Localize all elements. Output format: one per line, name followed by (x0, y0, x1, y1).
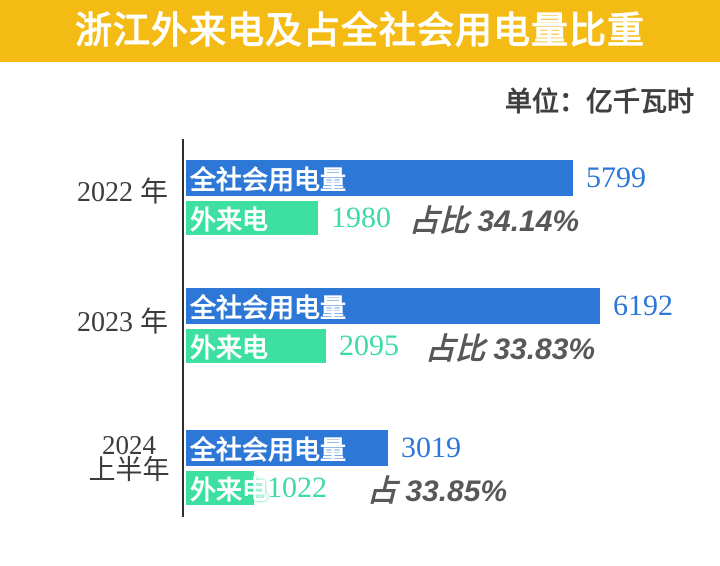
total-bar-label: 全社会用电量 (190, 293, 347, 323)
total-value: 5799 (586, 161, 646, 194)
total-bar: 全社会用电量 (186, 288, 600, 324)
external-bar-label: 外来电 (190, 205, 269, 235)
unit-label: 单位：亿千瓦时 (505, 87, 694, 117)
total-bar: 全社会用电量 (186, 430, 388, 466)
year-label-2023: 2023 年 (76, 307, 168, 338)
ratio-label: 占比 33.83% (425, 333, 596, 366)
external-value: 1980 (331, 201, 391, 234)
page-title: 浙江外来电及占全社会用电量比重 (75, 10, 645, 51)
year-label-2024h1: 2024 上半年 (74, 430, 184, 485)
external-value: 2095 (339, 329, 399, 362)
title-banner: 浙江外来电及占全社会用电量比重 (0, 0, 720, 62)
total-bar: 全社会用电量 (186, 160, 573, 196)
chart-group-2022: 全社会用电量 5799 外来电 1980 占比 34.14% (186, 160, 646, 240)
total-value: 3019 (401, 431, 461, 464)
external-value: 1022 (267, 471, 327, 504)
external-bar-label: 外来电 (190, 333, 269, 363)
total-value: 6192 (613, 289, 673, 322)
external-bar-label: 外来电 (190, 475, 269, 505)
chart-group-2023: 全社会用电量 6192 外来电 2095 占比 33.83% (186, 288, 673, 368)
year-label-line2: 上半年 (88, 455, 170, 485)
chart-group-2024h1: 全社会用电量 3019 外来电 1022 占 33.85% (186, 430, 507, 510)
total-bar-label: 全社会用电量 (190, 435, 347, 465)
ratio-label: 占比 34.14% (409, 205, 580, 238)
year-label-line1: 2024 (102, 430, 156, 460)
external-bar: 外来电 (186, 201, 318, 235)
external-bar: 外来电 (186, 471, 268, 505)
total-bar-label: 全社会用电量 (190, 165, 347, 195)
ratio-label: 占 33.85% (367, 475, 508, 508)
y-axis-line (182, 139, 184, 517)
year-label-2022: 2022 年 (76, 177, 168, 208)
external-bar: 外来电 (186, 329, 326, 363)
